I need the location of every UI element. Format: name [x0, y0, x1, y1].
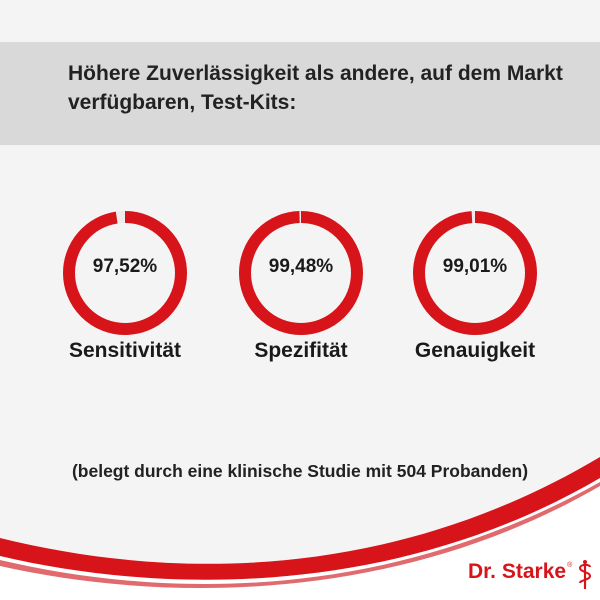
gauge-category-label: Genauigkeit	[414, 339, 536, 362]
donut-ring	[413, 211, 537, 335]
decorative-swoosh	[0, 457, 600, 600]
gauge-accuracy: 99,01%	[410, 208, 540, 338]
gauge-sensitivity: 97,52%	[60, 208, 190, 338]
gauge-value-label: 99,48%	[268, 256, 334, 277]
brand-logo: Dr. Starke ®	[468, 560, 594, 590]
brand-name: Dr. Starke	[468, 560, 567, 583]
gauge-value-label: 99,01%	[442, 256, 508, 277]
gauge-specificity: 99,48%	[236, 208, 366, 338]
caduceus-icon	[579, 560, 592, 589]
gauge-category-label: Spezifität	[254, 339, 348, 362]
header-banner: Höhere Zuverlässigkeit als andere, auf d…	[0, 42, 600, 145]
page-title: Höhere Zuverlässigkeit als andere, auf d…	[68, 62, 563, 114]
donut-arc	[63, 211, 187, 335]
donut-ring	[239, 211, 363, 335]
donut-arc	[239, 211, 363, 335]
gauge-value-label: 97,52%	[92, 256, 158, 277]
study-footnote: (belegt durch eine klinische Studie mit …	[71, 461, 529, 481]
donut-ring	[63, 211, 187, 335]
registered-mark: ®	[567, 562, 573, 569]
donut-arc	[413, 211, 537, 335]
gauge-category-label: Sensitivität	[68, 339, 182, 362]
